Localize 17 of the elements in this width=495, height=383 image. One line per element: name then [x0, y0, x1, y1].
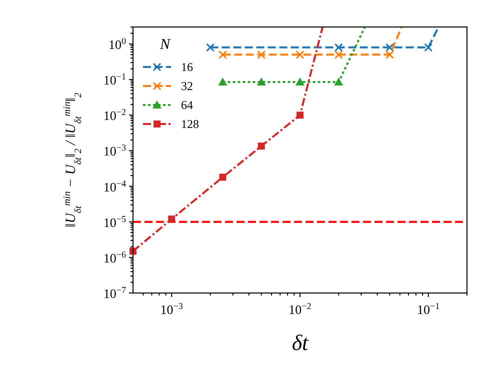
legend-label: 32 — [181, 79, 193, 93]
legend-label: 16 — [181, 60, 193, 74]
x-tick-label: 10$^{−2}$ — [288, 301, 312, 317]
y-tick-label: 10$^{−5}$ — [103, 214, 126, 230]
y-tick-label: 10$^{−2}$ — [103, 107, 126, 124]
x-tick-label: 10$^{−3}$ — [160, 301, 184, 317]
legend-title: N — [158, 37, 171, 53]
x-axis-title: δt — [292, 330, 310, 355]
y-tick-label: 10$^{−7}$ — [103, 285, 126, 301]
legend-label: 64 — [181, 98, 193, 112]
y-tick-label: 10$^{0}$ — [108, 36, 126, 52]
y-tick-label: 10$^{−6}$ — [103, 249, 126, 266]
legend-label: 128 — [181, 117, 199, 131]
y-tick-label: 10$^{−3}$ — [103, 142, 126, 159]
y-tick-label: 10$^{−4}$ — [103, 178, 126, 194]
x-tick-label: 10$^{−1}$ — [417, 301, 440, 317]
y-tick-label: 10$^{−1}$ — [103, 72, 126, 88]
